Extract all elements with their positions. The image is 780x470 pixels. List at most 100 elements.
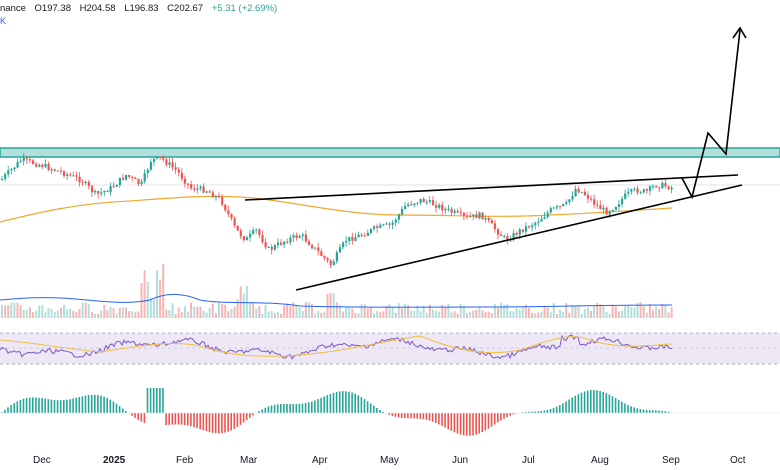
candle-body xyxy=(4,174,7,179)
macd-bar xyxy=(35,397,37,413)
candle-body xyxy=(63,171,66,176)
candle-body xyxy=(462,212,466,216)
candle-body xyxy=(112,186,115,188)
macd-bar xyxy=(187,413,189,426)
macd-bar xyxy=(394,413,397,417)
volume-bar xyxy=(168,310,171,318)
volume-bar xyxy=(521,307,524,318)
macd-bar xyxy=(562,403,564,413)
candle-body xyxy=(379,224,382,228)
volume-bar xyxy=(577,305,580,318)
volume-bar xyxy=(385,305,388,318)
volume-bar xyxy=(140,283,143,318)
candle-body xyxy=(190,184,193,189)
change-value: +5.31 (+2.69%) xyxy=(211,3,278,14)
volume-bar xyxy=(360,304,363,318)
volume-bar xyxy=(97,313,100,318)
volume-bar xyxy=(233,306,236,318)
volume-bar xyxy=(537,312,540,318)
candle-body xyxy=(524,226,528,232)
candle-body xyxy=(78,176,81,183)
volume-bar xyxy=(224,304,227,318)
volume-bar xyxy=(363,304,366,318)
volume-bar xyxy=(515,308,518,318)
candle-body xyxy=(580,191,583,193)
volume-bar xyxy=(621,310,623,318)
volume-bar xyxy=(462,305,465,318)
volume-bar xyxy=(534,313,537,318)
volume-bar xyxy=(447,304,450,318)
candle-body xyxy=(435,205,438,208)
macd-bar xyxy=(431,413,434,422)
macd-bar xyxy=(366,401,369,413)
volume-ma-line xyxy=(0,293,673,308)
macd-bar xyxy=(252,413,254,416)
volume-bar xyxy=(422,306,425,318)
volume-bar xyxy=(351,308,354,318)
volume-bar xyxy=(565,302,568,318)
resistance-zone[interactable] xyxy=(0,147,780,158)
volume-bar xyxy=(413,310,416,318)
candle-body xyxy=(459,212,462,214)
volume-bar xyxy=(174,313,177,318)
candle-body xyxy=(311,245,314,249)
macd-bar xyxy=(233,413,236,429)
macd-bar xyxy=(199,413,201,430)
macd-bar xyxy=(410,413,412,419)
triangle-pattern[interactable] xyxy=(244,174,743,291)
candle-body xyxy=(534,222,537,226)
macd-bar xyxy=(422,413,425,420)
macd-bar xyxy=(292,404,294,413)
macd-bar xyxy=(183,413,186,426)
volume-bar xyxy=(109,306,112,318)
volume-bar xyxy=(317,311,320,318)
volume-bar xyxy=(193,306,196,318)
volume-bar xyxy=(41,305,44,318)
candle-body xyxy=(388,223,391,225)
volume-bar xyxy=(518,310,521,318)
macd-bar xyxy=(369,403,372,413)
macd-bar xyxy=(190,413,192,427)
volume-bar xyxy=(642,306,645,318)
volume-bar xyxy=(335,302,338,318)
candle-body xyxy=(369,228,373,233)
volume-bar xyxy=(75,311,78,318)
candle-body xyxy=(276,242,280,246)
volume-bar xyxy=(286,303,289,318)
axis-label-jul: Jul xyxy=(522,455,535,466)
candle-body xyxy=(239,230,242,237)
candle-body xyxy=(224,204,227,211)
volume-bar xyxy=(503,304,506,318)
volume-bars xyxy=(1,263,673,318)
volume-bar xyxy=(388,304,391,318)
volume-bar xyxy=(214,313,217,318)
macd-bar xyxy=(664,411,666,413)
macd-bar xyxy=(345,391,347,413)
candle-body xyxy=(134,177,137,180)
macd-bar xyxy=(87,395,90,413)
volume-bar xyxy=(469,311,472,318)
candle-body xyxy=(642,189,645,193)
volume-bar xyxy=(311,303,313,318)
volume-bar xyxy=(338,305,341,318)
axis-label-feb: Feb xyxy=(176,455,194,466)
rsi-pane xyxy=(0,332,780,365)
volume-bar xyxy=(47,307,50,318)
macd-bar xyxy=(165,413,167,426)
volume-bar xyxy=(307,302,310,318)
candle-body xyxy=(255,229,258,231)
macd-bar xyxy=(221,413,223,434)
volume-bar xyxy=(549,311,552,318)
volume-bar xyxy=(593,306,596,318)
macd-bar xyxy=(453,413,456,433)
candle-body xyxy=(38,164,41,167)
macd-bar xyxy=(218,413,220,434)
projection-arrow[interactable] xyxy=(681,26,747,200)
volume-bar xyxy=(484,312,487,318)
candle-body xyxy=(22,157,25,161)
volume-bar xyxy=(425,312,428,318)
volume-bar xyxy=(562,311,565,318)
candle-body xyxy=(19,160,22,162)
macd-bar xyxy=(38,397,40,413)
